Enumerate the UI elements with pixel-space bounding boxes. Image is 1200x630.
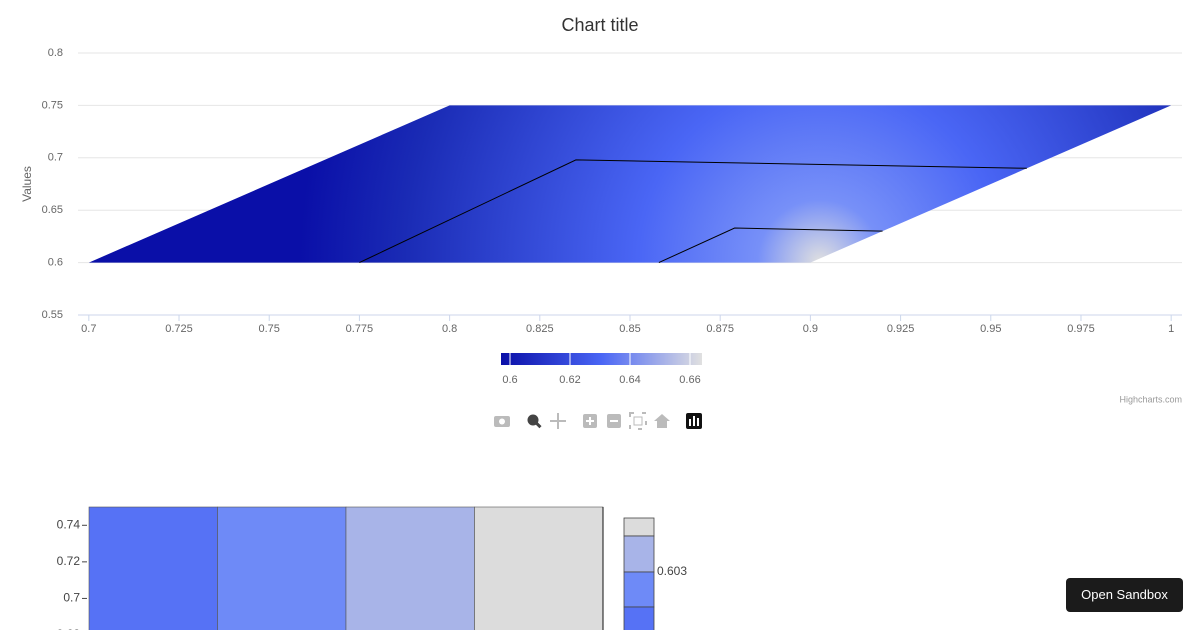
x-tick-label: 0.7 [81,323,96,335]
open-sandbox-button[interactable]: Open Sandbox [1066,578,1183,612]
x-tick-label: 0.8 [442,323,457,335]
zoom-in-button[interactable] [583,414,597,428]
y-tick-label: 0.7 [63,591,80,605]
x-tick-label: 0.925 [887,323,915,335]
toolbar [494,412,702,430]
plotly-logo[interactable] [686,413,702,429]
colorbar-segment [623,535,655,573]
colorbar-tick-label: 0.66 [679,374,700,386]
autoscale-button[interactable] [629,412,647,430]
colorbar-segment [623,571,655,608]
x-tick-label: 0.95 [980,323,1001,335]
camera-button[interactable] [494,416,510,427]
heatmap-cell [474,506,604,630]
y-tick-label: 0.74 [57,517,81,531]
colorbar-segment [623,517,655,537]
heatmap-cell [88,506,218,630]
x-tick-label: 0.975 [1067,323,1095,335]
x-tick-label: 0.825 [526,323,554,335]
pan-button[interactable] [550,413,566,429]
x-tick-label: 0.775 [346,323,374,335]
y-tick-label: 0.8 [48,47,63,59]
zoom-button[interactable] [527,414,542,429]
colorbar-tick-label: 0.64 [619,374,640,386]
y-tick-label: 0.65 [42,204,63,216]
y-tick-label: 0.55 [42,309,63,321]
y-axis-label: Values [20,166,34,202]
reset-button[interactable] [654,414,670,428]
y-tick-label: 0.75 [42,99,63,111]
x-tick-label: 0.75 [259,323,280,335]
y-tick-label: 0.72 [57,554,81,568]
colorbar [501,353,702,365]
x-tick-label: 0.875 [706,323,734,335]
y-tick-label: 0.68 [57,627,81,630]
second-chart: 0.68 0.7 0.72 0.74 0.603 [57,506,687,630]
colorbar-segment [623,606,655,630]
chart-title: Chart title [561,15,638,35]
heatmap-cell [345,506,475,630]
contour-line [658,227,883,264]
zoom-out-button[interactable] [607,414,621,428]
contour-surface [88,105,1172,263]
contour-line [359,159,1027,264]
heatmap-cell [217,506,347,630]
x-tick-label: 0.9 [803,323,818,335]
colorbar-tick-label: 0.62 [559,374,580,386]
y-tick-label: 0.7 [48,152,63,164]
x-tick-label: 0.85 [619,323,640,335]
y-tick-label: 0.6 [48,257,63,269]
colorbar-tick-label: 0.603 [657,564,687,578]
colorbar-tick-label: 0.6 [502,374,517,386]
credits[interactable]: Highcharts.com [1119,394,1182,404]
x-tick-label: 0.725 [165,323,193,335]
x-tick-label: 1 [1168,323,1174,335]
